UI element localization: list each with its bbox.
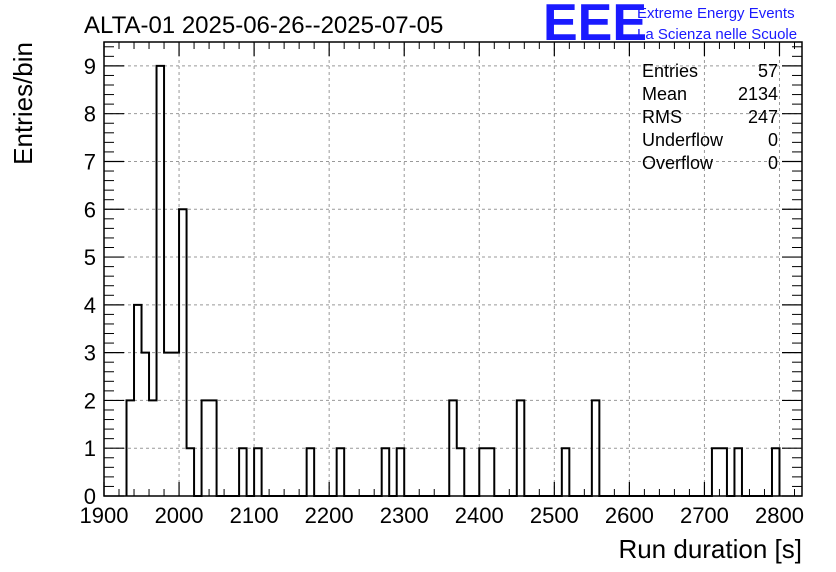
- y-tick-label: 8: [84, 102, 96, 127]
- histogram-bin: [592, 400, 600, 496]
- y-tick-label: 6: [84, 197, 96, 222]
- histogram-bin: [517, 400, 525, 496]
- stats-label: Overflow: [642, 153, 714, 173]
- histogram-bin: [202, 400, 210, 496]
- histogram-bin: [134, 305, 142, 496]
- stats-value: 57: [758, 61, 778, 81]
- y-tick-label: 7: [84, 149, 96, 174]
- logo-line-2: La Scienza nelle Scuole: [637, 26, 797, 43]
- histogram-bin: [127, 400, 135, 496]
- plot-frame: [103, 41, 803, 497]
- histogram-bin: [187, 448, 195, 496]
- histogram-series: [125, 64, 781, 497]
- y-tick-label: 1: [84, 436, 96, 461]
- histogram-bin: [734, 448, 742, 496]
- histogram-bin: [172, 353, 180, 496]
- stats-label: Entries: [642, 61, 698, 81]
- axes: 1900 2000 2100 2200 2300 2400 2500 2600 2700 2800…: [80, 42, 804, 528]
- histogram-bin: [337, 448, 345, 496]
- eee-logo: EEE Extreme Energy Events La Scienza nel…: [543, 0, 797, 52]
- histogram-bin: [382, 448, 390, 496]
- histogram-bin: [562, 448, 570, 496]
- histogram-bin: [239, 448, 247, 496]
- stats-label: Underflow: [642, 130, 724, 150]
- y-tick-label: 5: [84, 245, 96, 270]
- histogram-bin: [149, 400, 157, 496]
- histogram-bin: [142, 353, 150, 496]
- x-tick-label: 2400: [455, 503, 504, 528]
- x-tick-label: 2600: [605, 503, 654, 528]
- x-tick-label: 2700: [680, 503, 729, 528]
- histogram-bin: [254, 448, 262, 496]
- y-tick-label: 9: [84, 54, 96, 79]
- logo-mark: EEE: [543, 0, 647, 52]
- histogram-bin: [397, 448, 405, 496]
- x-tick-label: 2500: [530, 503, 579, 528]
- histogram-bin: [772, 448, 780, 496]
- y-tick-label: 0: [84, 484, 96, 509]
- histogram-bin: [209, 400, 217, 496]
- y-tick-label: 2: [84, 388, 96, 413]
- logo-line-1: Extreme Energy Events: [637, 5, 795, 22]
- chart-title: ALTA-01 2025-06-26--2025-07-05: [84, 12, 443, 39]
- y-tick-label: 3: [84, 341, 96, 366]
- histogram-bin: [457, 448, 465, 496]
- histogram-bin: [164, 353, 172, 496]
- x-tick-label: 1900: [80, 503, 129, 528]
- histogram-bin: [307, 448, 315, 496]
- y-tick-label: 4: [84, 293, 96, 318]
- x-tick-label: 2300: [380, 503, 429, 528]
- x-tick-label: 2000: [155, 503, 204, 528]
- histogram-bin: [179, 209, 187, 496]
- x-tick-label: 2800: [755, 503, 804, 528]
- x-tick-label: 2200: [305, 503, 354, 528]
- stats-value: 2134: [738, 84, 778, 104]
- y-axis-title: Entries/bin: [8, 42, 38, 165]
- stats-box: Entries 57 Mean 2134 RMS 247 Underflow 0 Overflo…: [642, 61, 778, 173]
- histogram-bin: [487, 448, 495, 496]
- histogram-bin: [449, 400, 457, 496]
- stats-value: 0: [768, 153, 778, 173]
- histogram-bin: [712, 448, 720, 496]
- stats-label: RMS: [642, 107, 682, 127]
- histogram-outline: [125, 64, 781, 497]
- stats-label: Mean: [642, 84, 687, 104]
- stats-value: 0: [768, 130, 778, 150]
- x-tick-label: 2100: [230, 503, 279, 528]
- histogram-bin: [719, 448, 727, 496]
- stats-value: 247: [748, 107, 778, 127]
- grid: [104, 42, 802, 496]
- x-axis-title: Run duration [s]: [618, 534, 802, 564]
- histogram-bin: [157, 66, 165, 496]
- histogram-bin: [479, 448, 487, 496]
